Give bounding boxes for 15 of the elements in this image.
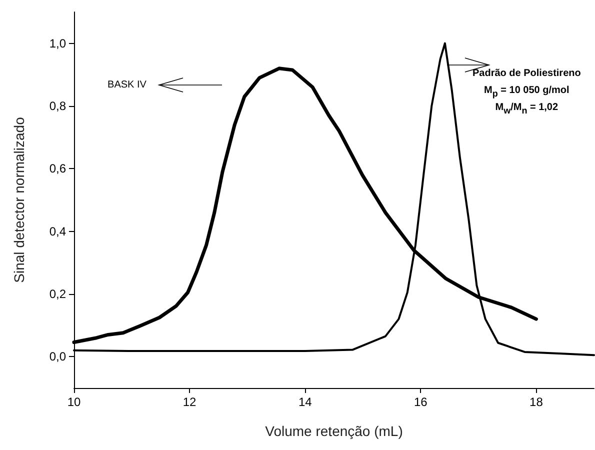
x-tick-label: 18 (530, 395, 544, 409)
y-tick-label: 0,6 (49, 162, 66, 176)
y-tick-label: 0,0 (49, 350, 66, 364)
y-tick-label: 1,0 (49, 36, 66, 50)
annotation: Padrão de Poliestireno (472, 68, 581, 79)
annotation: BASK IV (108, 80, 147, 90)
y-tick-label: 0,4 (49, 224, 66, 238)
x-tick-label: 12 (182, 395, 197, 409)
x-tick-label: 16 (414, 395, 428, 409)
y-tick-label: 0,8 (49, 99, 66, 113)
x-tick-label: 14 (298, 395, 312, 409)
y-tick-label: 0,2 (49, 287, 66, 301)
x-axis-title: Volume retenção (mL) (265, 423, 403, 439)
y-axis-title: Sinal detector normalizado (11, 116, 27, 283)
x-tick-label: 10 (67, 395, 81, 409)
